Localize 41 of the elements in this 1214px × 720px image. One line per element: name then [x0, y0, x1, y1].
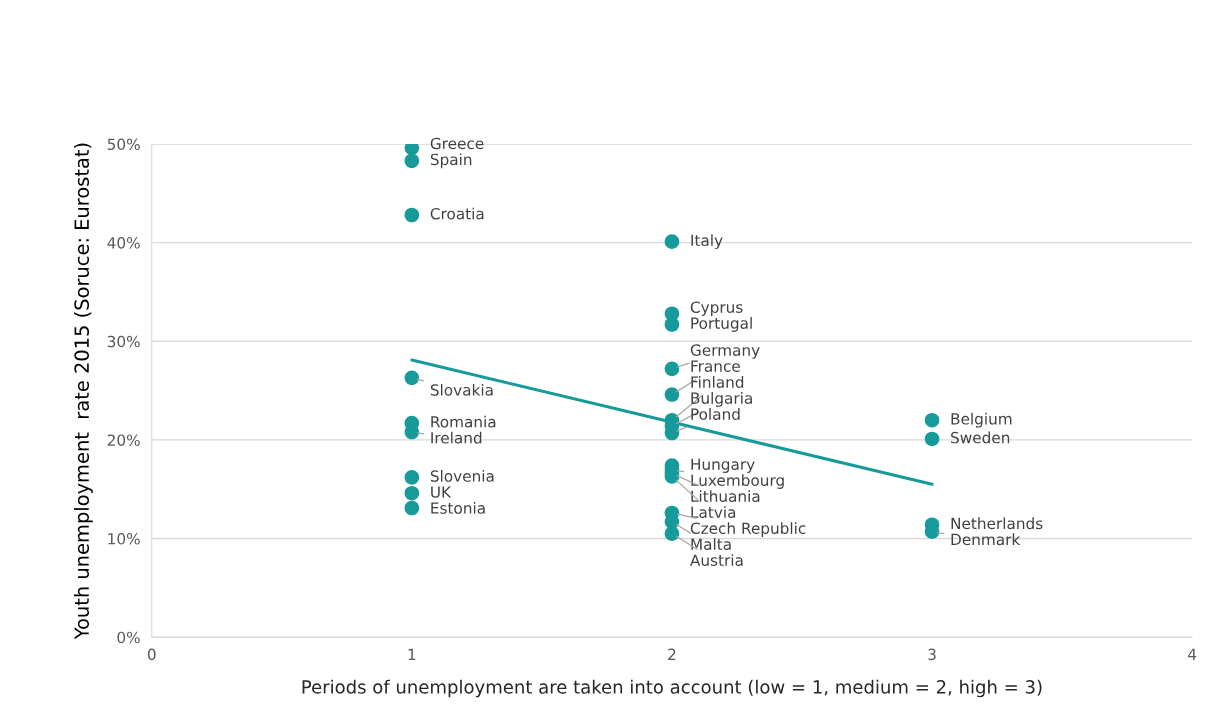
annotation: France — [691, 360, 740, 372]
annotation: Netherlands — [951, 517, 1043, 530]
annotation: Croatia — [430, 207, 484, 220]
y-tick-label: 40% — [107, 237, 140, 249]
y-tick-label: 30% — [107, 335, 140, 348]
annotation: Ireland — [431, 431, 482, 444]
annotation: Hungary — [691, 458, 755, 473]
annotation: Spain — [430, 153, 472, 169]
annotation: Sweden — [951, 431, 1010, 444]
annotation: Czech Republic — [690, 522, 806, 537]
annotation: UK — [431, 486, 452, 498]
annotation: Estonia — [431, 502, 485, 514]
annotation: Denmark — [951, 533, 1021, 546]
annotation: Bulgaria — [691, 392, 752, 407]
annotation: Malta — [691, 538, 731, 550]
annotation: Austria — [690, 554, 743, 566]
y-tick-label: 0% — [117, 631, 140, 644]
annotation: Luxembourg — [691, 474, 784, 489]
x-tick-label: 0 — [147, 648, 156, 661]
annotation: Germany — [690, 344, 760, 359]
y-tick-label: 20% — [107, 434, 140, 446]
annotation: Slovenia — [430, 470, 494, 482]
annotation: Latvia — [691, 506, 736, 518]
annotation: Italy — [691, 234, 723, 250]
y-tick-label: 10% — [108, 533, 140, 545]
y-axis-title: Youth unemployment rate 2015 (Soruce: Eurostat) — [73, 143, 93, 640]
x-tick-label: 2 — [668, 648, 676, 660]
annotation: Lithuania — [691, 490, 760, 502]
x-tick-label: 1 — [408, 648, 416, 660]
x-tick-label: 3 — [928, 648, 936, 661]
annotation: Romania — [431, 415, 496, 428]
annotation: Finland — [691, 376, 744, 388]
annotation: Cyprus — [690, 301, 743, 316]
annotation: Slovakia — [430, 383, 493, 396]
x-axis-title: Periods of unemployment are taken into account (low = 1, medium = 2, high = 3) — [302, 679, 1042, 698]
annotation: Greece — [430, 137, 484, 150]
annotation: Belgium — [951, 412, 1012, 428]
annotation: Portugal — [691, 317, 752, 332]
y-tick-label: 50% — [107, 138, 140, 151]
x-tick-label: 4 — [1188, 648, 1197, 660]
annotation: Poland — [691, 408, 740, 420]
